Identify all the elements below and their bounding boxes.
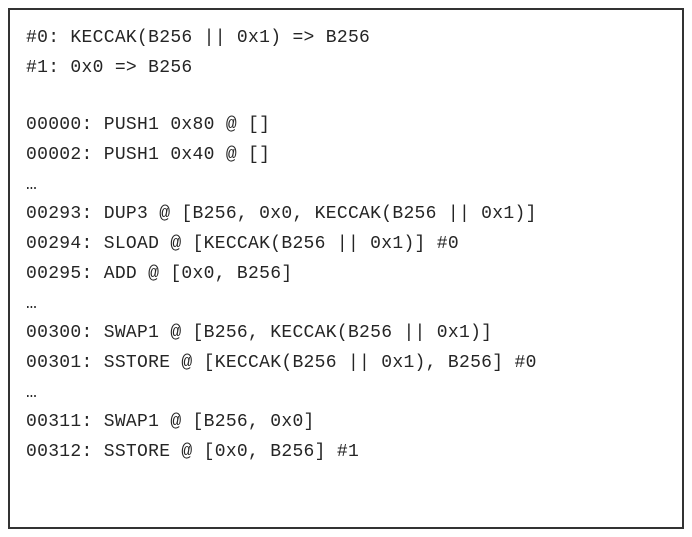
opcode-line-00294: 00294: SLOAD @ [KECCAK(B256 || 0x1)] #0 [26,230,666,260]
opcode-line-00312: 00312: SSTORE @ [0x0, B256] #1 [26,438,666,468]
opcode-line-00300: 00300: SWAP1 @ [B256, KECCAK(B256 || 0x1… [26,319,666,349]
opcode-line-00295: 00295: ADD @ [0x0, B256] [26,260,666,290]
ellipsis: … [26,290,666,320]
ellipsis: … [26,171,666,201]
slot-def-1: #1: 0x0 => B256 [26,54,666,84]
opcode-line-00293: 00293: DUP3 @ [B256, 0x0, KECCAK(B256 ||… [26,200,666,230]
code-listing-box: #0: KECCAK(B256 || 0x1) => B256 #1: 0x0 … [8,8,684,529]
opcode-line-00002: 00002: PUSH1 0x40 @ [] [26,141,666,171]
opcode-line-00311: 00311: SWAP1 @ [B256, 0x0] [26,408,666,438]
ellipsis: … [26,379,666,409]
opcode-line-00000: 00000: PUSH1 0x80 @ [] [26,111,666,141]
slot-def-0: #0: KECCAK(B256 || 0x1) => B256 [26,24,666,54]
opcode-line-00301: 00301: SSTORE @ [KECCAK(B256 || 0x1), B2… [26,349,666,379]
blank-gap [26,83,666,111]
